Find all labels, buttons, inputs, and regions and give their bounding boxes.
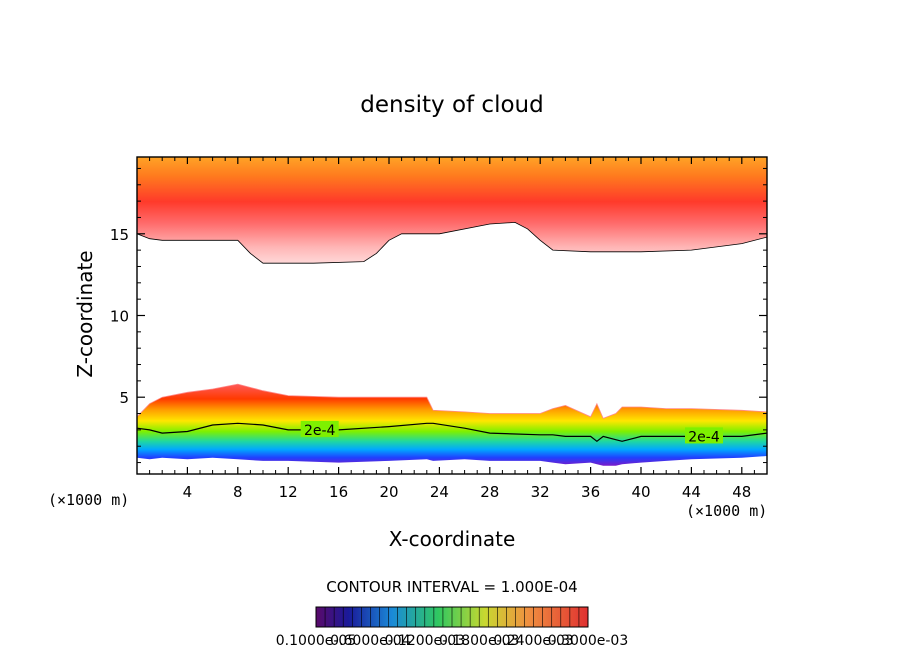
y-tick-label: 15 — [110, 226, 129, 244]
lower-cloud-layer — [137, 384, 767, 466]
colorbar — [315, 606, 589, 628]
x-unit-label-left: (×1000 m) — [48, 491, 129, 509]
x-tick-label: 32 — [531, 483, 550, 501]
y-tick-label: 10 — [110, 308, 129, 326]
contour-label: 2e-4 — [304, 423, 336, 439]
x-tick-label: 48 — [732, 483, 751, 501]
contour-label: 2e-4 — [688, 429, 720, 445]
colorbar-label: 0.1000e-05 — [276, 633, 356, 649]
x-tick-label: 36 — [581, 483, 600, 501]
x-tick-label: 20 — [379, 483, 398, 501]
colorbar-label: 0.6000e-04 — [330, 633, 411, 649]
contour-labels: 2e-4 2e-4 — [300, 420, 723, 445]
x-tick-label: 16 — [329, 483, 348, 501]
x-tick-label: 44 — [682, 483, 701, 501]
colorbar-label: 0.2400e-03 — [493, 633, 573, 649]
colorbar-labels: 0.1000e-050.6000e-040.1200e-030.1800e-03… — [276, 633, 628, 649]
y-tick-label: 5 — [119, 389, 129, 407]
colorbar-label: 0.3000e-03 — [548, 633, 628, 649]
colorbar-label: 0.1800e-03 — [439, 633, 519, 649]
lower-cloud-top-contour — [137, 383, 767, 419]
x-unit-label-right: (×1000 m) — [686, 502, 767, 520]
y-axis-label: Z-coordinate — [73, 250, 97, 377]
colorbar-segments — [324, 607, 580, 627]
contour-label-bg — [300, 420, 339, 437]
x-tick-label: 8 — [233, 483, 243, 501]
x-tick-label: 28 — [480, 483, 499, 501]
x-tick-label: 24 — [430, 483, 449, 501]
contour-interval-label: CONTOUR INTERVAL = 1.000E-04 — [326, 578, 577, 596]
y-axis-ticks: 5 10 15 — [110, 167, 767, 464]
upper-cloud-layer — [137, 157, 767, 264]
contour-label-bg — [685, 427, 723, 444]
x-tick-label: 4 — [183, 483, 193, 501]
plot-area — [137, 157, 767, 466]
x-axis-label: X-coordinate — [389, 527, 516, 551]
chart-title: density of cloud — [360, 92, 543, 118]
x-axis-ticks: 4 8 12 16 20 24 28 32 36 40 44 48 — [149, 157, 755, 501]
x-tick-label: 12 — [279, 483, 298, 501]
colorbar-label: 0.1200e-03 — [385, 633, 465, 649]
contour-2e-4-line — [137, 422, 767, 443]
x-tick-label: 40 — [631, 483, 650, 501]
